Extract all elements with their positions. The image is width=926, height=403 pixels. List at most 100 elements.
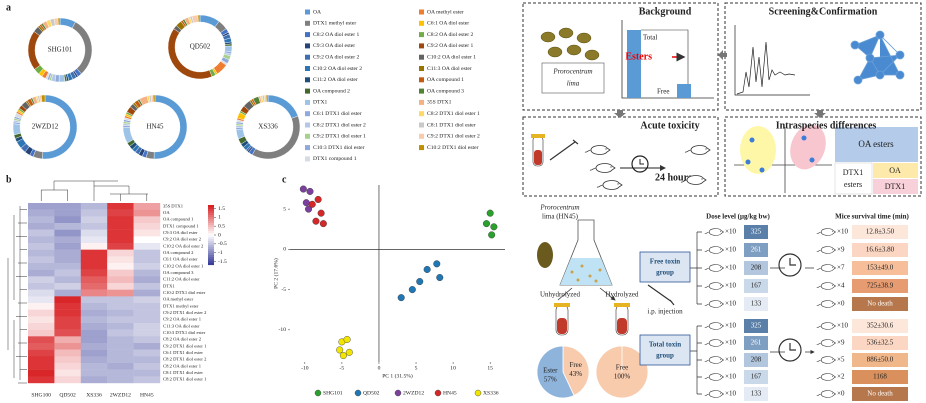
colorbar-step bbox=[208, 241, 214, 244]
mouse-icon bbox=[816, 390, 837, 398]
legend-label: C9:2 DTX1 diol ester 1 bbox=[313, 134, 366, 140]
count: ×10 bbox=[725, 282, 736, 290]
oa-cell bbox=[873, 163, 918, 178]
survival-count: ×5 bbox=[837, 356, 845, 364]
colorbar-label: 1 bbox=[218, 215, 221, 221]
cluster-yellow bbox=[740, 126, 776, 174]
heatmap-cell bbox=[107, 256, 134, 264]
colorbar-label: -1 bbox=[218, 250, 223, 256]
heatmap-cell bbox=[107, 303, 134, 310]
title: Dose level (μg/kg bw) bbox=[706, 213, 770, 221]
mouse-eye bbox=[832, 358, 833, 360]
legend-swatch bbox=[419, 77, 424, 83]
mouse-eye bbox=[720, 266, 721, 268]
row-label: C11:2 OA diol ester bbox=[163, 277, 200, 282]
heatmap-cell bbox=[80, 236, 108, 244]
scatter-point bbox=[336, 346, 344, 354]
colorbar-step bbox=[208, 237, 214, 240]
legend-swatch bbox=[419, 66, 424, 71]
scatter-point bbox=[490, 223, 498, 231]
group-box bbox=[639, 334, 691, 366]
donut-segment bbox=[27, 31, 41, 70]
survival-box bbox=[852, 297, 908, 311]
donut-segment bbox=[197, 14, 201, 23]
survival-box bbox=[852, 353, 908, 367]
oa-esters-cell bbox=[835, 127, 918, 162]
scatter-point bbox=[397, 294, 405, 302]
colorbar-step bbox=[208, 213, 214, 216]
dose-box bbox=[744, 279, 768, 293]
colorbar-step bbox=[208, 231, 214, 234]
survival: 536±32.5 bbox=[867, 339, 894, 347]
injection-syringe bbox=[647, 284, 675, 306]
colorbar-step bbox=[208, 207, 214, 210]
heatmap-cell bbox=[54, 369, 81, 377]
mouse-icon bbox=[816, 339, 837, 347]
heatmap-cell bbox=[133, 263, 161, 270]
heatmap-cell bbox=[28, 263, 55, 270]
cell-label: DTX1 bbox=[885, 182, 905, 191]
legend-label: QD502 bbox=[363, 390, 380, 396]
species-box bbox=[541, 62, 605, 94]
colorbar-step bbox=[208, 215, 214, 218]
heatmap-cell bbox=[28, 243, 55, 250]
dose: 167 bbox=[751, 373, 762, 381]
heatmap-cell bbox=[133, 249, 161, 257]
row-label: C9:2 DTX1 diol ester 1 bbox=[163, 343, 207, 348]
heatmap-cell bbox=[28, 236, 55, 244]
legend-marker bbox=[474, 389, 482, 397]
scatter-point bbox=[436, 274, 444, 282]
mouse-icon bbox=[584, 145, 611, 155]
legend-label: DTX1 bbox=[313, 100, 327, 106]
heatmap-cell bbox=[107, 229, 134, 237]
donut-label: SHG101 bbox=[48, 46, 73, 54]
dose-box bbox=[744, 319, 768, 333]
heatmap-cell bbox=[80, 223, 108, 230]
row-label: OA compound 2 bbox=[163, 250, 194, 255]
heatmap-cell bbox=[133, 323, 161, 330]
pie-name: Free bbox=[569, 361, 581, 369]
heatmap-cell bbox=[107, 243, 134, 250]
pie-slice bbox=[536, 345, 575, 399]
heatmap-cell bbox=[54, 303, 81, 310]
heatmap-cell bbox=[107, 329, 134, 337]
legend-swatch bbox=[305, 66, 310, 71]
heatmap-cell bbox=[80, 329, 108, 337]
survival: 725±38.9 bbox=[867, 282, 894, 290]
heatmap-cell bbox=[107, 309, 134, 317]
pie-value: 43% bbox=[569, 370, 582, 378]
mouse-body bbox=[704, 390, 725, 398]
x-axis-label: PC 1 (31.5%) bbox=[382, 372, 413, 379]
heatmap-cell bbox=[133, 316, 161, 324]
cell-label: DTX1 bbox=[843, 168, 863, 177]
heatmap-cell bbox=[80, 303, 108, 310]
mouse-body bbox=[704, 264, 725, 272]
colorbar-step bbox=[208, 219, 214, 222]
scatter-point bbox=[423, 265, 431, 273]
heatmap-cell bbox=[54, 289, 81, 297]
heatmap-cell bbox=[107, 249, 134, 257]
heatmap-cell bbox=[107, 236, 134, 244]
legend-label: XS336 bbox=[483, 390, 499, 396]
mouse-eye bbox=[720, 358, 721, 360]
row-label: C8:2 OA diol ester 1 bbox=[163, 363, 202, 368]
heatmap-cell bbox=[28, 316, 55, 324]
heatmap-cell bbox=[28, 276, 55, 284]
mouse-body bbox=[816, 282, 837, 290]
heatmap-cell bbox=[80, 323, 108, 330]
pie-value: 57% bbox=[544, 375, 557, 383]
heatmap-cell bbox=[107, 316, 134, 324]
dose-box bbox=[744, 297, 768, 311]
legend-swatch bbox=[305, 133, 310, 139]
colorbar-step bbox=[208, 255, 214, 258]
survival-count: ×0 bbox=[837, 300, 845, 308]
x-tick-label: 0 bbox=[378, 365, 381, 371]
heatmap-cell bbox=[28, 249, 55, 257]
pie-value: 100% bbox=[614, 373, 631, 381]
dose-box bbox=[744, 387, 768, 401]
legend-marker bbox=[314, 389, 322, 397]
mouse-body bbox=[704, 373, 725, 381]
heatmap-cell bbox=[133, 296, 161, 304]
heatmap-cell bbox=[80, 343, 108, 350]
pie-slice bbox=[562, 345, 590, 397]
